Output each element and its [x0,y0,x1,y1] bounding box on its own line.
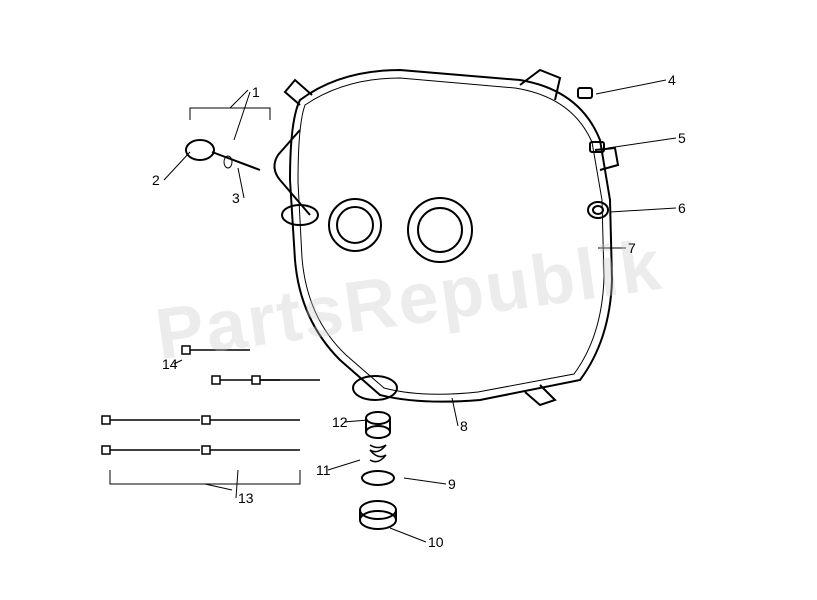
callout-1: 1 [252,84,260,100]
callout-9: 9 [448,476,456,492]
callout-4: 4 [668,72,676,88]
callout-7: 7 [628,240,636,256]
callout-14: 14 [162,356,178,372]
callout-11: 11 [316,462,331,478]
callout-3: 3 [232,190,240,206]
callout-13: 13 [238,490,254,506]
callout-2: 2 [152,172,160,188]
callout-12: 12 [332,414,348,430]
callout-5: 5 [678,130,686,146]
callout-10: 10 [428,534,444,550]
exploded-diagram [0,0,817,600]
callout-8: 8 [460,418,468,434]
callout-6: 6 [678,200,686,216]
